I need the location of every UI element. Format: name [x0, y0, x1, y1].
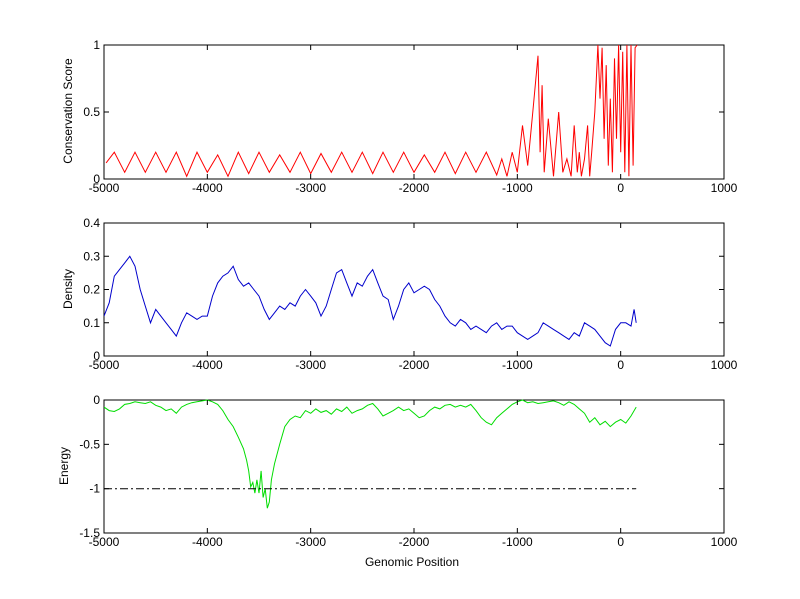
x-tick-label: -2000 [399, 535, 430, 549]
x-tick-label: 1000 [711, 358, 738, 372]
y-tick-label: -0.5 [79, 437, 100, 451]
x-tick-label: -3000 [295, 358, 326, 372]
x-tick-label: -1000 [502, 181, 533, 195]
x-tick-label: -5000 [89, 181, 120, 195]
energy-axis-label: Energy [57, 447, 71, 485]
series-line-0 [104, 255, 637, 347]
y-tick-label: 0 [93, 349, 100, 363]
y-tick-label: -1 [89, 482, 100, 496]
x-tick-label: -5000 [89, 535, 120, 549]
series-line-0 [104, 399, 637, 509]
y-tick-label: 0.2 [83, 283, 100, 297]
x-tick-label: -1000 [502, 358, 533, 372]
y-tick-label: -1.5 [79, 526, 100, 540]
y-tick-label: 0 [93, 172, 100, 186]
y-tick-label: 0.3 [83, 249, 100, 263]
x-tick-label: 0 [617, 535, 624, 549]
density-panel: Density -5000 -4000 -3000 -2000 -1000 0 1000 0 0… [61, 216, 738, 372]
energy-panel: Energy -5000 -4000 -3000 -2000 -1000 0 1000 -1.… [57, 393, 738, 549]
series-group [105, 44, 638, 178]
series-group [104, 399, 637, 509]
x-tick-label: -3000 [295, 181, 326, 195]
x-tick-label: -4000 [192, 181, 223, 195]
axes-box [103, 399, 725, 534]
x-tick-label: 0 [617, 181, 624, 195]
y-tick-label: 1 [93, 38, 100, 52]
x-tick-label: -2000 [399, 358, 430, 372]
x-tick-label: -3000 [295, 535, 326, 549]
y-tick-label: 0 [93, 393, 100, 407]
x-tick-label: -1000 [502, 535, 533, 549]
y-tick-label: 0.4 [83, 216, 100, 230]
genomic-position-axis-label: Genomic Position [365, 555, 459, 569]
x-tick-label: 1000 [711, 535, 738, 549]
y-tick-label: 0.1 [83, 316, 100, 330]
y-tick-label: 0.5 [83, 105, 100, 119]
series-line-0 [105, 44, 638, 178]
conservation-score-axis-label: Conservation Score [61, 58, 75, 164]
x-tick-label: -2000 [399, 181, 430, 195]
x-tick-label: -4000 [192, 535, 223, 549]
x-tick-label: 1000 [711, 181, 738, 195]
x-tick-label: -4000 [192, 358, 223, 372]
conservation-score-panel: Conservation Score -5000 -4000 -3000 -2000 -… [61, 38, 738, 195]
x-tick-label: 0 [617, 358, 624, 372]
series-group [104, 255, 637, 347]
x-tick-label: -5000 [89, 358, 120, 372]
axes-box [103, 44, 725, 180]
axes-box [103, 222, 725, 357]
density-axis-label: Density [61, 269, 75, 309]
